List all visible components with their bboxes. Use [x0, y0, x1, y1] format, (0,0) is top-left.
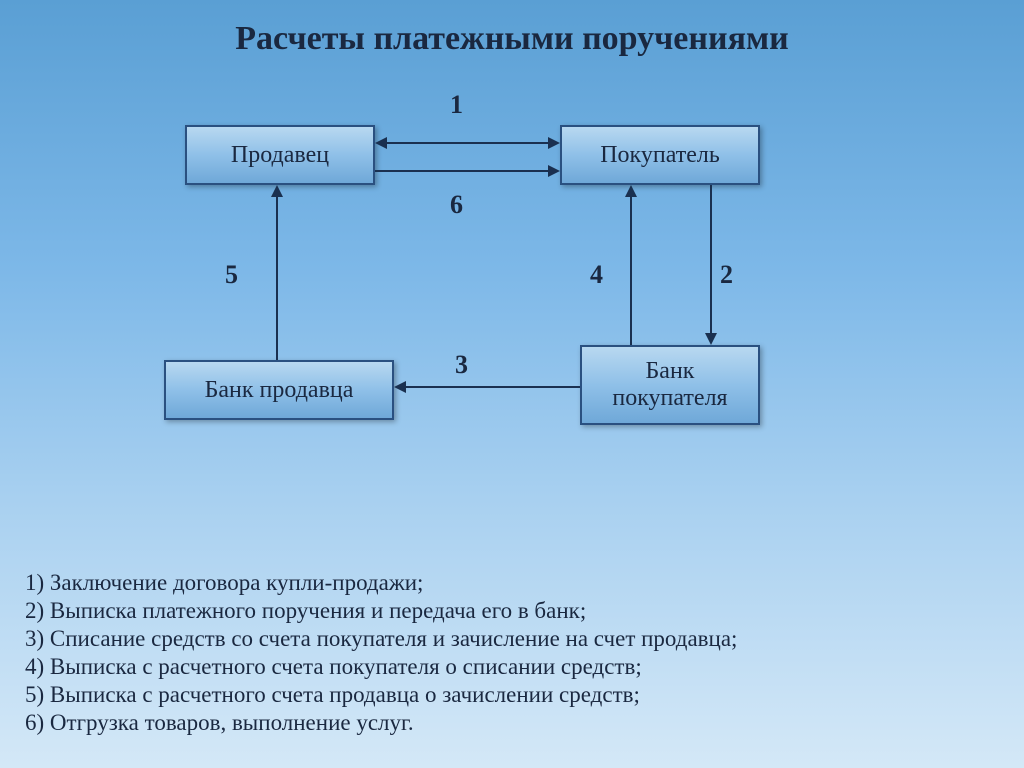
edge-6-arrow	[548, 165, 560, 177]
node-seller-bank: Банк продавца	[164, 360, 394, 420]
edge-5-line	[276, 197, 278, 360]
edge-6-line	[375, 170, 548, 172]
edge-label-5: 5	[225, 260, 238, 290]
edge-label-4: 4	[590, 260, 603, 290]
legend-list: 1) Заключение договора купли-продажи; 2)…	[25, 570, 999, 738]
edge-3-line	[406, 386, 580, 388]
edge-2-line	[710, 185, 712, 333]
node-seller: Продавец	[185, 125, 375, 185]
legend-item: 6) Отгрузка товаров, выполнение услуг.	[25, 710, 999, 736]
edge-1-arrow-left	[375, 137, 387, 149]
legend-item: 4) Выписка с расчетного счета покупателя…	[25, 654, 999, 680]
page-title: Расчеты платежными поручениями	[0, 0, 1024, 58]
edge-2-arrow	[705, 333, 717, 345]
edge-label-2: 2	[720, 260, 733, 290]
edge-label-3: 3	[455, 350, 468, 380]
node-buyer: Покупатель	[560, 125, 760, 185]
edge-label-6: 6	[450, 190, 463, 220]
flowchart-diagram: Продавец Покупатель Банк продавца Банк п…	[0, 80, 1024, 480]
legend-item: 1) Заключение договора купли-продажи;	[25, 570, 999, 596]
legend-item: 5) Выписка с расчетного счета продавца о…	[25, 682, 999, 708]
edge-label-1: 1	[450, 90, 463, 120]
node-buyer-bank: Банк покупателя	[580, 345, 760, 425]
edge-5-arrow	[271, 185, 283, 197]
edge-1-line	[387, 142, 548, 144]
edge-4-arrow	[625, 185, 637, 197]
legend-item: 2) Выписка платежного поручения и переда…	[25, 598, 999, 624]
edge-1-arrow-right	[548, 137, 560, 149]
edge-3-arrow	[394, 381, 406, 393]
edge-4-line	[630, 197, 632, 345]
legend-item: 3) Списание средств со счета покупателя …	[25, 626, 999, 652]
